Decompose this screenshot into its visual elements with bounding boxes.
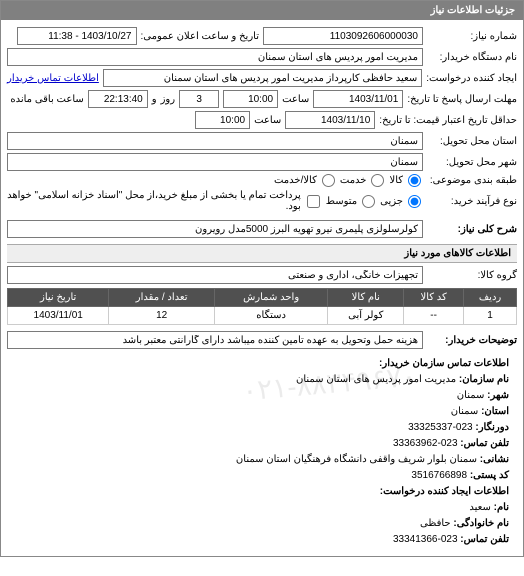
name-label: نام: bbox=[494, 502, 509, 513]
delivery-city-field[interactable] bbox=[7, 153, 423, 171]
address-value: سمنان بلوار شریف واقفی دانشگاه فرهنگیان … bbox=[236, 454, 477, 465]
phone-label: تلفن تماس: bbox=[460, 438, 509, 449]
deadline-label: مهلت ارسال پاسخ تا تاریخ: bbox=[407, 94, 517, 105]
th-qty: تعداد / مقدار bbox=[109, 289, 215, 307]
radio-medium[interactable] bbox=[362, 195, 375, 208]
min-validity-date-field[interactable] bbox=[285, 111, 375, 129]
postal-label: کد پستی: bbox=[470, 470, 509, 481]
lastname-value: حافظی bbox=[420, 518, 451, 529]
radio-service[interactable] bbox=[371, 174, 384, 187]
creator-label: ایجاد کننده درخواست: bbox=[426, 73, 517, 84]
phone2-label: تلفن تماس: bbox=[460, 534, 509, 545]
panel-title: جزئیات اطلاعات نیاز bbox=[1, 1, 523, 20]
city-value: سمنان bbox=[451, 406, 479, 417]
details-panel: جزئیات اطلاعات نیاز شماره نیاز: تاریخ و … bbox=[0, 0, 524, 557]
delivery-province-field[interactable] bbox=[7, 132, 423, 150]
payment-checkbox[interactable] bbox=[307, 195, 320, 208]
creator-field[interactable] bbox=[103, 69, 422, 87]
remain-label: ساعت باقی مانده bbox=[10, 94, 83, 105]
org-label: نام سازمان: bbox=[459, 374, 509, 385]
th-date: تاریخ نیاز bbox=[8, 289, 109, 307]
announce-field[interactable] bbox=[17, 27, 137, 45]
need-number-label: شماره نیاز: bbox=[427, 31, 517, 42]
fax-value: 023-33325337 bbox=[408, 422, 473, 433]
and-label: و bbox=[152, 94, 157, 105]
announce-label: تاریخ و ساعت اعلان عمومی: bbox=[141, 31, 260, 42]
radio-partial-label: جزیی bbox=[380, 196, 403, 207]
province-label: شهر: bbox=[487, 390, 509, 401]
table-header-row: ردیف کد کالا نام کالا واحد شمارش تعداد /… bbox=[8, 289, 517, 307]
min-validity-hour-field[interactable] bbox=[195, 111, 250, 129]
cell-name: کولر آبی bbox=[328, 307, 404, 325]
province-value: سمنان bbox=[457, 390, 485, 401]
min-validity-label: حداقل تاریخ اعتبار قیمت: تا تاریخ: bbox=[379, 115, 517, 126]
grouping-radios: کالا خدمت کالا/خدمت bbox=[274, 174, 423, 187]
radio-partial[interactable] bbox=[408, 195, 421, 208]
contact-link[interactable]: اطلاعات تماس خریدار bbox=[7, 73, 99, 84]
lastname-label: نام خانوادگی: bbox=[453, 518, 509, 529]
contact-title: اطلاعات تماس سازمان خریدار: bbox=[379, 358, 509, 369]
hour-label-2: ساعت bbox=[254, 115, 281, 126]
name-value: سعید bbox=[469, 502, 490, 513]
day-label: روز bbox=[161, 94, 176, 105]
address-label: نشانی: bbox=[480, 454, 509, 465]
cell-code: -- bbox=[404, 307, 464, 325]
buyer-notes-label: توضیحات خریدار: bbox=[427, 335, 517, 346]
need-desc-label: شرح کلی نیاز: bbox=[427, 224, 517, 235]
delivery-province-label: استان محل تحویل: bbox=[427, 136, 517, 147]
table-row: 1 -- کولر آبی دستگاه 12 1403/11/01 bbox=[8, 307, 517, 325]
need-number-field[interactable] bbox=[263, 27, 423, 45]
goods-table: ردیف کد کالا نام کالا واحد شمارش تعداد /… bbox=[7, 288, 517, 325]
buyer-notes-field[interactable] bbox=[7, 331, 423, 349]
days-field[interactable] bbox=[179, 90, 219, 108]
th-row: ردیف bbox=[464, 289, 517, 307]
radio-goods[interactable] bbox=[408, 174, 421, 187]
delivery-city-label: شهر محل تحویل: bbox=[427, 157, 517, 168]
grouping-label: طبقه بندی موضوعی: bbox=[427, 175, 517, 186]
org-value: مدیریت امور پردیس های استان سمنان bbox=[296, 374, 456, 385]
th-unit: واحد شمارش bbox=[214, 289, 327, 307]
contact-block: اطلاعات تماس سازمان خریدار: نام سازمان: … bbox=[7, 352, 517, 552]
need-desc-field[interactable] bbox=[7, 220, 423, 238]
postal-value: 3516766898 bbox=[411, 470, 467, 481]
radio-service-label: خدمت bbox=[340, 175, 367, 186]
goods-group-field[interactable] bbox=[7, 266, 423, 284]
form-content: شماره نیاز: تاریخ و ساعت اعلان عمومی: نا… bbox=[1, 20, 523, 556]
radio-goods-label: کالا bbox=[389, 175, 403, 186]
th-name: نام کالا bbox=[328, 289, 404, 307]
fax-label: دورنگار: bbox=[475, 422, 509, 433]
phone2-value: 023-33341366 bbox=[393, 534, 458, 545]
th-code: کد کالا bbox=[404, 289, 464, 307]
buyer-org-field[interactable] bbox=[7, 48, 423, 66]
radio-both[interactable] bbox=[322, 174, 335, 187]
goods-info-title: اطلاعات کالاهای مورد نیاز bbox=[7, 244, 517, 263]
radio-both-label: کالا/خدمت bbox=[274, 175, 317, 186]
deadline-hour-field[interactable] bbox=[223, 90, 278, 108]
cell-qty: 12 bbox=[109, 307, 215, 325]
cell-row: 1 bbox=[464, 307, 517, 325]
deadline-date-field[interactable] bbox=[313, 90, 403, 108]
remain-field[interactable] bbox=[88, 90, 148, 108]
creator-title: اطلاعات ایجاد کننده درخواست: bbox=[380, 486, 509, 497]
city-label: استان: bbox=[481, 406, 509, 417]
process-label: نوع فرآیند خرید: bbox=[427, 196, 517, 207]
phone-value: 023-33363962 bbox=[393, 438, 458, 449]
buyer-org-label: نام دستگاه خریدار: bbox=[427, 52, 517, 63]
goods-group-label: گروه کالا: bbox=[427, 270, 517, 281]
radio-medium-label: متوسط bbox=[326, 196, 357, 207]
cell-unit: دستگاه bbox=[214, 307, 327, 325]
cell-date: 1403/11/01 bbox=[8, 307, 109, 325]
hour-label-1: ساعت bbox=[282, 94, 309, 105]
process-radios: جزیی متوسط bbox=[326, 195, 423, 208]
payment-note: پرداخت تمام یا بخشی از مبلغ خرید،از محل … bbox=[7, 190, 301, 212]
